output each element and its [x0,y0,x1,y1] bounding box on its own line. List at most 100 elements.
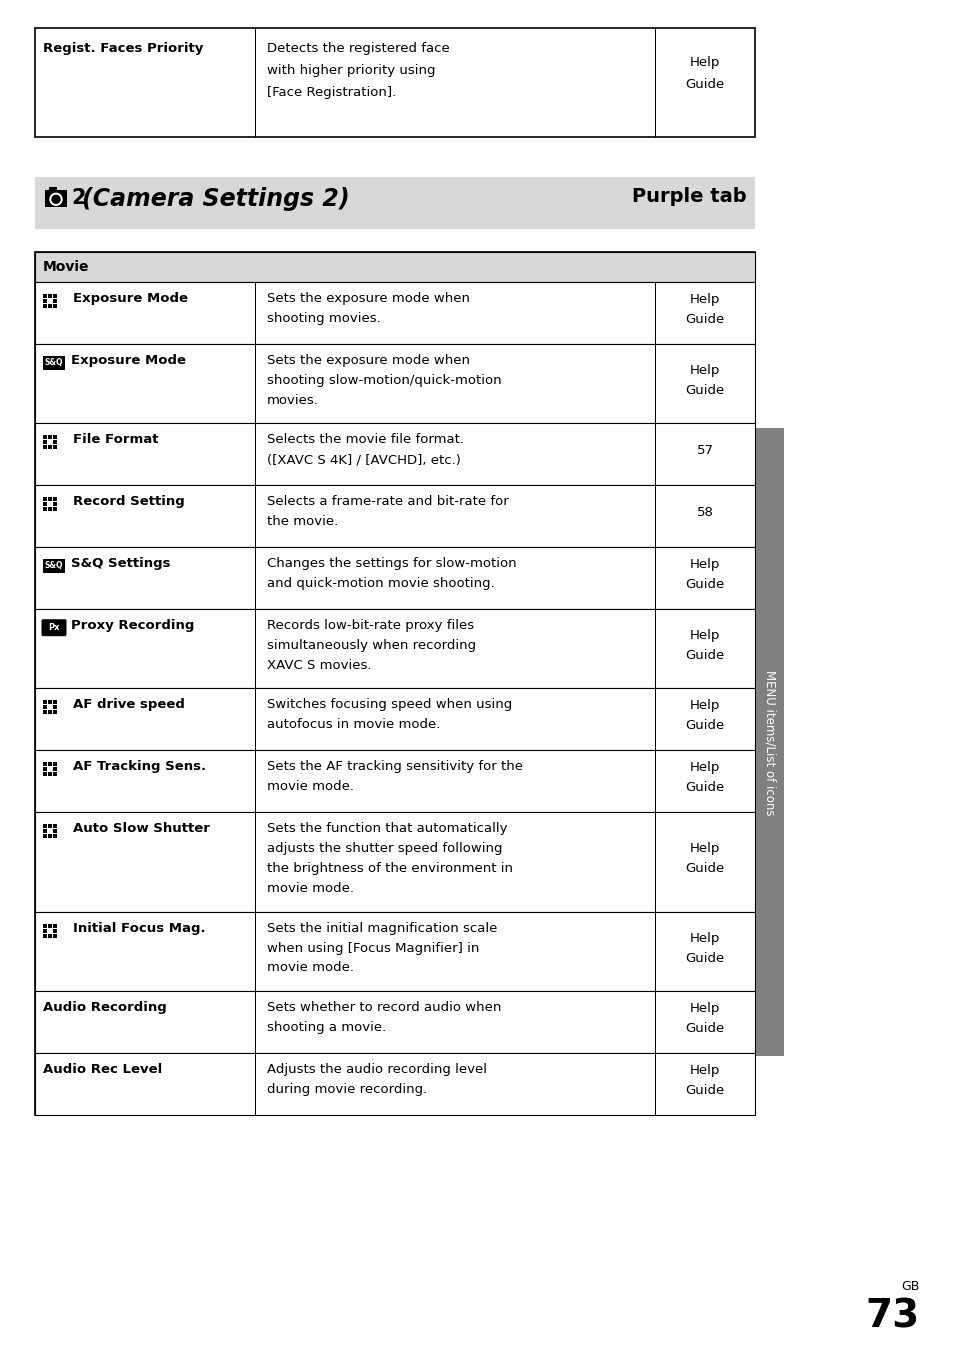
Bar [53,710,57,714]
Text: MENU items/List of icons: MENU items/List of icons [762,670,776,815]
Bar [35,751,754,812]
Bar [43,560,65,573]
Bar [43,829,47,833]
Bar [655,547,656,609]
Text: Exposure Mode: Exposure Mode [73,292,188,305]
Bar [43,772,47,776]
Bar [48,304,52,308]
Bar [655,282,656,344]
Bar [48,507,52,511]
Bar [53,304,57,308]
Text: Guide: Guide [684,1022,724,1036]
Text: Guide: Guide [684,951,724,964]
Bar [43,436,47,440]
Bar [43,440,47,444]
Text: Guide: Guide [684,862,724,874]
Text: Sets the exposure mode when: Sets the exposure mode when [267,292,470,305]
Text: Guide: Guide [684,578,724,590]
Text: Initial Focus Mag.: Initial Focus Mag. [73,921,206,935]
Text: Help: Help [689,558,720,572]
Text: Help: Help [689,293,720,305]
Text: Help: Help [689,1002,720,1015]
Bar [43,507,47,511]
Text: during movie recording.: during movie recording. [267,1083,427,1096]
Bar [43,355,65,370]
Text: Help: Help [689,699,720,713]
Bar [35,812,754,912]
Bar [48,933,52,937]
Text: Auto Slow Shutter: Auto Slow Shutter [73,822,210,835]
Text: Selects the movie file format.: Selects the movie file format. [267,433,463,447]
Text: Selects a frame-rate and bit-rate for: Selects a frame-rate and bit-rate for [267,495,508,508]
Text: adjusts the shutter speed following: adjusts the shutter speed following [267,842,502,855]
Bar [655,28,656,137]
Bar [254,547,255,609]
Bar [43,767,47,771]
Bar [254,28,255,137]
Bar [48,834,52,838]
Bar [35,424,754,486]
Text: Sets the initial magnification scale: Sets the initial magnification scale [267,921,497,935]
Text: Audio Rec Level: Audio Rec Level [43,1063,162,1076]
Text: AF drive speed: AF drive speed [73,698,185,712]
Bar [35,178,754,229]
Text: movie mode.: movie mode. [267,780,354,794]
Text: Movie: Movie [43,260,90,274]
Bar [254,991,255,1053]
Text: XAVC S movies.: XAVC S movies. [267,659,371,671]
Bar [655,812,656,912]
Text: Help: Help [689,363,720,377]
Text: Help: Help [689,55,720,69]
Bar [53,440,57,444]
Bar [43,498,47,502]
Bar [43,834,47,838]
Bar [43,824,47,829]
Text: Sets the function that automatically: Sets the function that automatically [267,822,507,835]
Text: Guide: Guide [684,313,724,325]
Text: 57: 57 [696,444,713,457]
Bar [53,933,57,937]
Bar [35,912,754,991]
Bar [35,252,754,1115]
Text: Help: Help [689,1064,720,1077]
Bar [254,424,255,486]
Text: simultaneously when recording: simultaneously when recording [267,639,476,652]
Bar [655,609,656,689]
Bar [43,763,47,767]
Bar [48,710,52,714]
Bar [48,824,52,829]
Bar [755,429,783,1056]
Text: autofocus in movie mode.: autofocus in movie mode. [267,718,440,732]
Text: S&Q Settings: S&Q Settings [71,557,171,570]
Bar [48,436,52,440]
Bar [53,436,57,440]
Bar [655,344,656,424]
Bar [35,1053,754,1115]
Bar [35,344,754,424]
Text: Help: Help [689,932,720,944]
Bar [35,28,754,137]
Text: Sets the AF tracking sensitivity for the: Sets the AF tracking sensitivity for the [267,760,522,773]
Bar [43,924,47,928]
Bar [35,282,754,344]
Bar [53,507,57,511]
Text: with higher priority using: with higher priority using [267,63,435,77]
Text: Adjusts the audio recording level: Adjusts the audio recording level [267,1063,486,1076]
Text: [Face Registration].: [Face Registration]. [267,86,395,98]
Text: movie mode.: movie mode. [267,882,354,894]
Bar [35,609,754,689]
Text: Guide: Guide [684,648,724,662]
Bar [53,705,57,709]
Text: and quick-motion movie shooting.: and quick-motion movie shooting. [267,577,495,590]
Bar [53,834,57,838]
Bar [49,187,57,191]
Bar [53,924,57,928]
Text: S&Q: S&Q [45,561,63,570]
Bar [48,772,52,776]
Text: Detects the registered face: Detects the registered face [267,42,449,55]
Text: shooting slow-motion/quick-motion: shooting slow-motion/quick-motion [267,374,501,386]
Text: GB: GB [901,1280,919,1294]
Bar [254,751,255,812]
Text: S&Q: S&Q [45,358,63,367]
Text: Guide: Guide [684,720,724,733]
